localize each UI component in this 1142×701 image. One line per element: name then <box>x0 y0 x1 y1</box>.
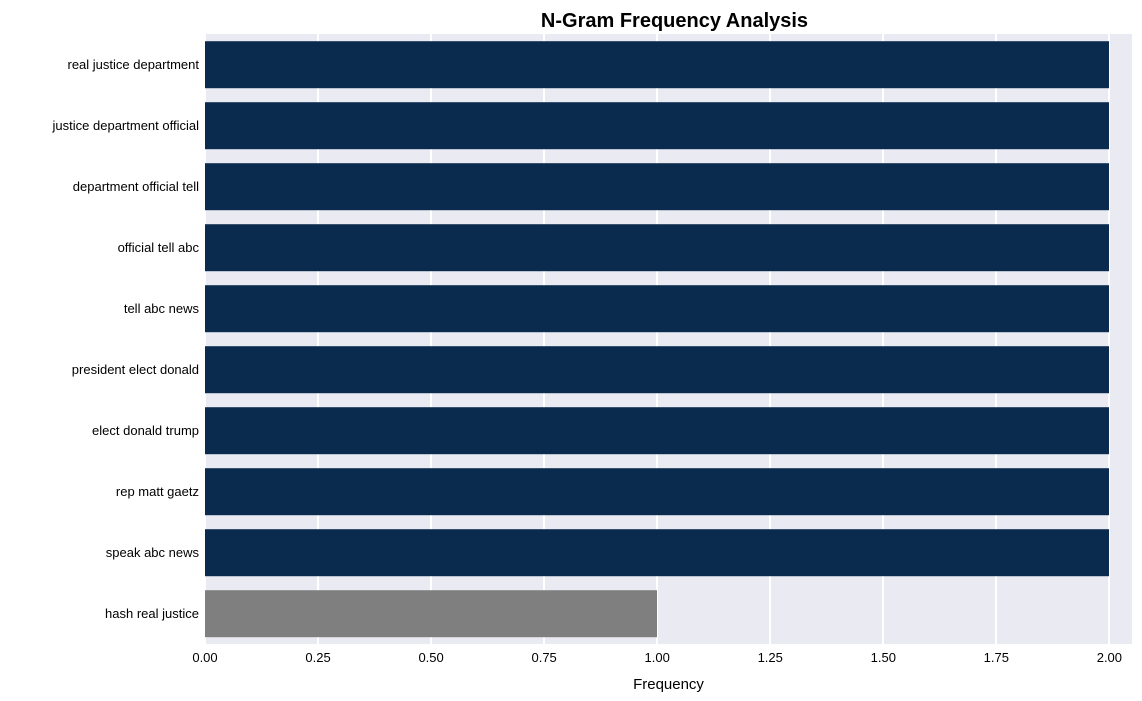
bar <box>205 285 1109 333</box>
bar <box>205 529 1109 577</box>
y-tick-label: real justice department <box>8 34 205 95</box>
x-tick-label: 1.75 <box>984 650 1009 665</box>
x-tick-label: 1.50 <box>871 650 896 665</box>
bar <box>205 41 1109 89</box>
x-tick-label: 0.25 <box>305 650 330 665</box>
bar <box>205 407 1109 455</box>
bar-slot <box>205 156 1132 217</box>
x-axis-label: Frequency <box>205 676 1132 693</box>
y-tick-label: official tell abc <box>8 217 205 278</box>
bar <box>205 346 1109 394</box>
y-tick-label: elect donald trump <box>8 400 205 461</box>
y-axis-labels: real justice departmentjustice departmen… <box>8 34 205 644</box>
ngram-frequency-chart: N-Gram Frequency Analysis real justice d… <box>0 0 1142 701</box>
bar-slot <box>205 278 1132 339</box>
plot-area <box>205 34 1132 644</box>
bars-layer <box>205 34 1132 644</box>
y-tick-label: rep matt gaetz <box>8 461 205 522</box>
bar-slot <box>205 400 1132 461</box>
x-tick-label: 1.25 <box>758 650 783 665</box>
bar-slot <box>205 217 1132 278</box>
y-tick-label: justice department official <box>8 95 205 156</box>
bar <box>205 468 1109 516</box>
y-tick-label: department official tell <box>8 156 205 217</box>
x-tick-label: 0.50 <box>418 650 443 665</box>
bar-slot <box>205 34 1132 95</box>
x-tick-label: 0.00 <box>192 650 217 665</box>
bar-slot <box>205 461 1132 522</box>
bar-slot <box>205 339 1132 400</box>
x-tick-label: 2.00 <box>1097 650 1122 665</box>
x-tick-label: 1.00 <box>645 650 670 665</box>
bar <box>205 102 1109 150</box>
bar <box>205 590 657 638</box>
y-tick-label: speak abc news <box>8 522 205 583</box>
x-tick-label: 0.75 <box>531 650 556 665</box>
bar <box>205 163 1109 211</box>
bar-slot <box>205 522 1132 583</box>
bar <box>205 224 1109 272</box>
y-tick-label: hash real justice <box>8 583 205 644</box>
y-tick-label: tell abc news <box>8 278 205 339</box>
bar-slot <box>205 583 1132 644</box>
y-tick-label: president elect donald <box>8 339 205 400</box>
x-axis-ticks: 0.000.250.500.751.001.251.501.752.00 <box>205 650 1132 674</box>
chart-title: N-Gram Frequency Analysis <box>211 8 1138 34</box>
bar-slot <box>205 95 1132 156</box>
plot-row: real justice departmentjustice departmen… <box>8 34 1122 644</box>
